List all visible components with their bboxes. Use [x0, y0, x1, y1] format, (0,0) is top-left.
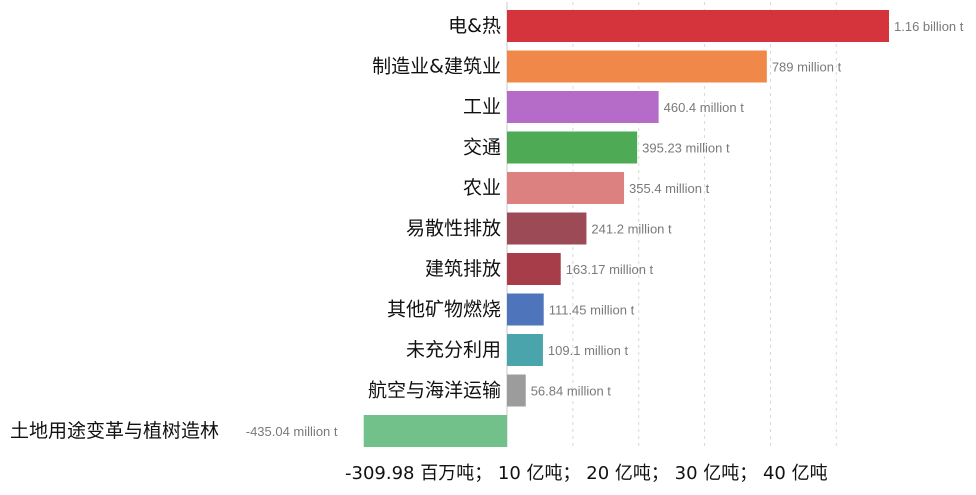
value-label: 355.4 million t: [629, 181, 710, 196]
value-label: 111.45 million t: [549, 303, 635, 318]
category-labels: 电&热制造业&建筑业工业交通农业易散性排放建筑排放其他矿物燃烧未充分利用航空与海…: [10, 15, 501, 442]
category-label: 电&热: [448, 15, 501, 37]
value-label: 789 million t: [772, 60, 842, 75]
bar: [363, 415, 507, 447]
category-label: 土地用途变革与植树造林: [10, 420, 219, 442]
value-label: 163.17 million t: [566, 262, 654, 277]
bar: [507, 50, 767, 83]
bars: [363, 10, 889, 447]
value-label: 1.16 billion t: [894, 19, 964, 34]
bar: [507, 253, 561, 285]
value-label: 241.2 million t: [591, 222, 672, 237]
category-label: 未充分利用: [406, 339, 501, 361]
category-label: 建筑排放: [425, 258, 501, 280]
category-label: 易散性排放: [406, 218, 501, 240]
value-label: 56.84 million t: [531, 384, 612, 399]
bar: [507, 131, 638, 164]
category-label: 工业: [463, 96, 501, 118]
category-label: 制造业&建筑业: [372, 56, 501, 78]
category-label: 其他矿物燃烧: [387, 299, 501, 321]
value-label: 395.23 million t: [642, 141, 730, 156]
category-label: 交通: [463, 137, 501, 159]
category-label: 航空与海洋运输: [368, 380, 501, 402]
x-axis-tick-labels: -309.98 百万吨； 10 亿吨； 20 亿吨； 30 亿吨； 40 亿吨: [345, 463, 828, 484]
category-label: 农业: [463, 177, 501, 199]
bar: [507, 374, 526, 407]
value-label: -435.04 million t: [246, 424, 338, 439]
bar: [507, 212, 587, 245]
bar: [507, 172, 625, 204]
bar: [507, 293, 544, 326]
bar: [507, 10, 889, 42]
value-label: 109.1 million t: [548, 343, 629, 358]
value-label: 460.4 million t: [664, 100, 745, 115]
bar: [507, 91, 659, 123]
value-labels: 1.16 billion t 789 million t 460.4 million…: [246, 19, 964, 439]
bar: [507, 334, 543, 366]
